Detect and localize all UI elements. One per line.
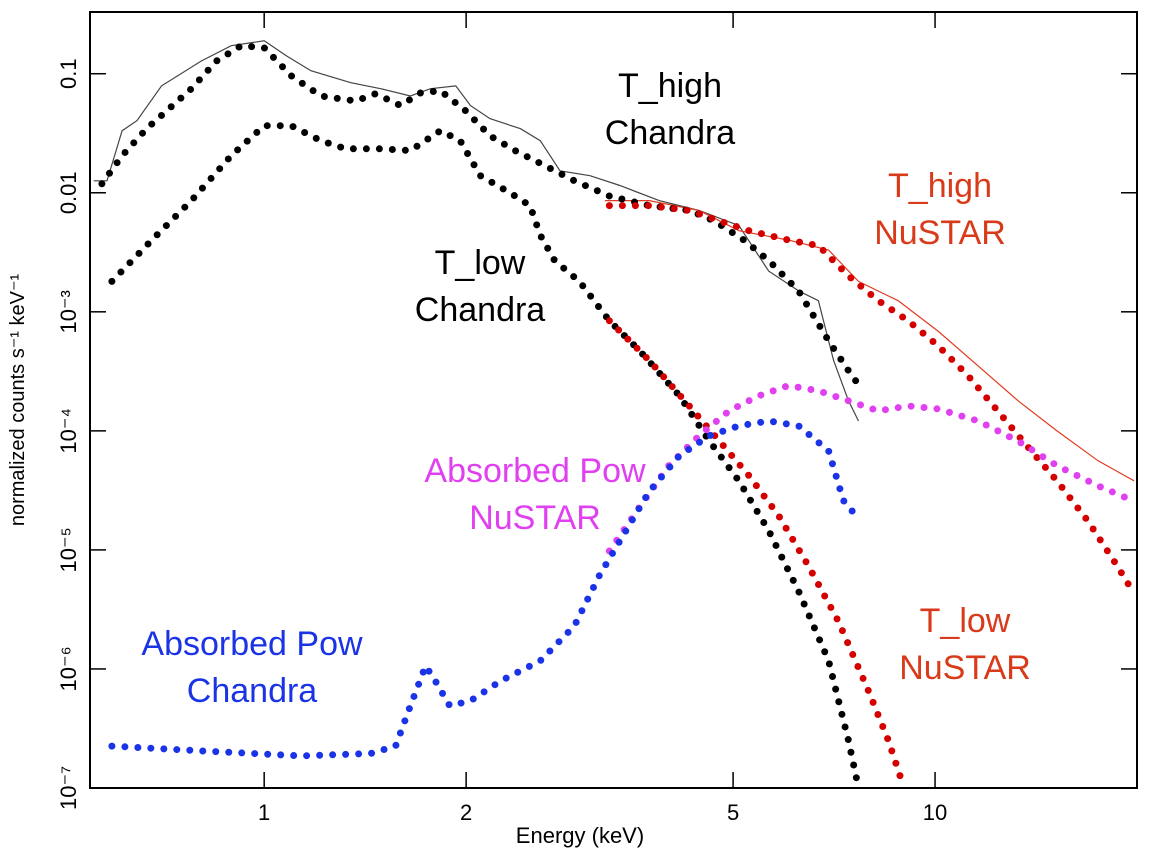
annotation: NuSTAR <box>899 649 1031 687</box>
annotation: Absorbed Pow <box>424 452 646 490</box>
y-tick-label: 10⁻⁷ <box>56 766 81 810</box>
x-tick-label: 2 <box>460 800 472 825</box>
annotation: Chandra <box>187 672 318 710</box>
y-tick-label: 10⁻⁵ <box>56 527 81 572</box>
model-curve <box>605 202 1137 595</box>
y-axis-label: normalized counts s⁻¹ keV⁻¹ <box>7 274 29 527</box>
model-curve <box>98 42 865 393</box>
y-tick-label: 10⁻³ <box>56 290 81 333</box>
annotation: Chandra <box>605 114 736 152</box>
y-tick-label: 10⁻⁶ <box>56 646 81 691</box>
model-curve <box>108 417 864 760</box>
annotation: T_high <box>888 167 992 205</box>
data-curve <box>604 200 1135 482</box>
annotation: Chandra <box>415 291 546 329</box>
annotation: T_low <box>435 244 526 282</box>
annotation: T_low <box>920 602 1011 640</box>
x-tick-label: 1 <box>258 800 270 825</box>
annotation: T_high <box>618 67 722 105</box>
data-curve <box>93 40 860 422</box>
model-curve <box>605 381 1137 555</box>
annotation: Absorbed Pow <box>141 625 363 663</box>
model-curve <box>605 317 907 788</box>
annotation: NuSTAR <box>874 214 1006 252</box>
x-axis-label: Energy (keV) <box>516 823 644 848</box>
y-tick-label: 0.01 <box>56 171 81 214</box>
x-tick-label: 10 <box>923 800 947 825</box>
annotation: NuSTAR <box>469 499 601 537</box>
y-tick-label: 10⁻⁴ <box>56 408 81 454</box>
x-tick-label: 5 <box>727 800 739 825</box>
plot-frame <box>89 11 1138 789</box>
y-tick-label: 0.1 <box>56 58 81 89</box>
model-curve <box>108 122 862 788</box>
